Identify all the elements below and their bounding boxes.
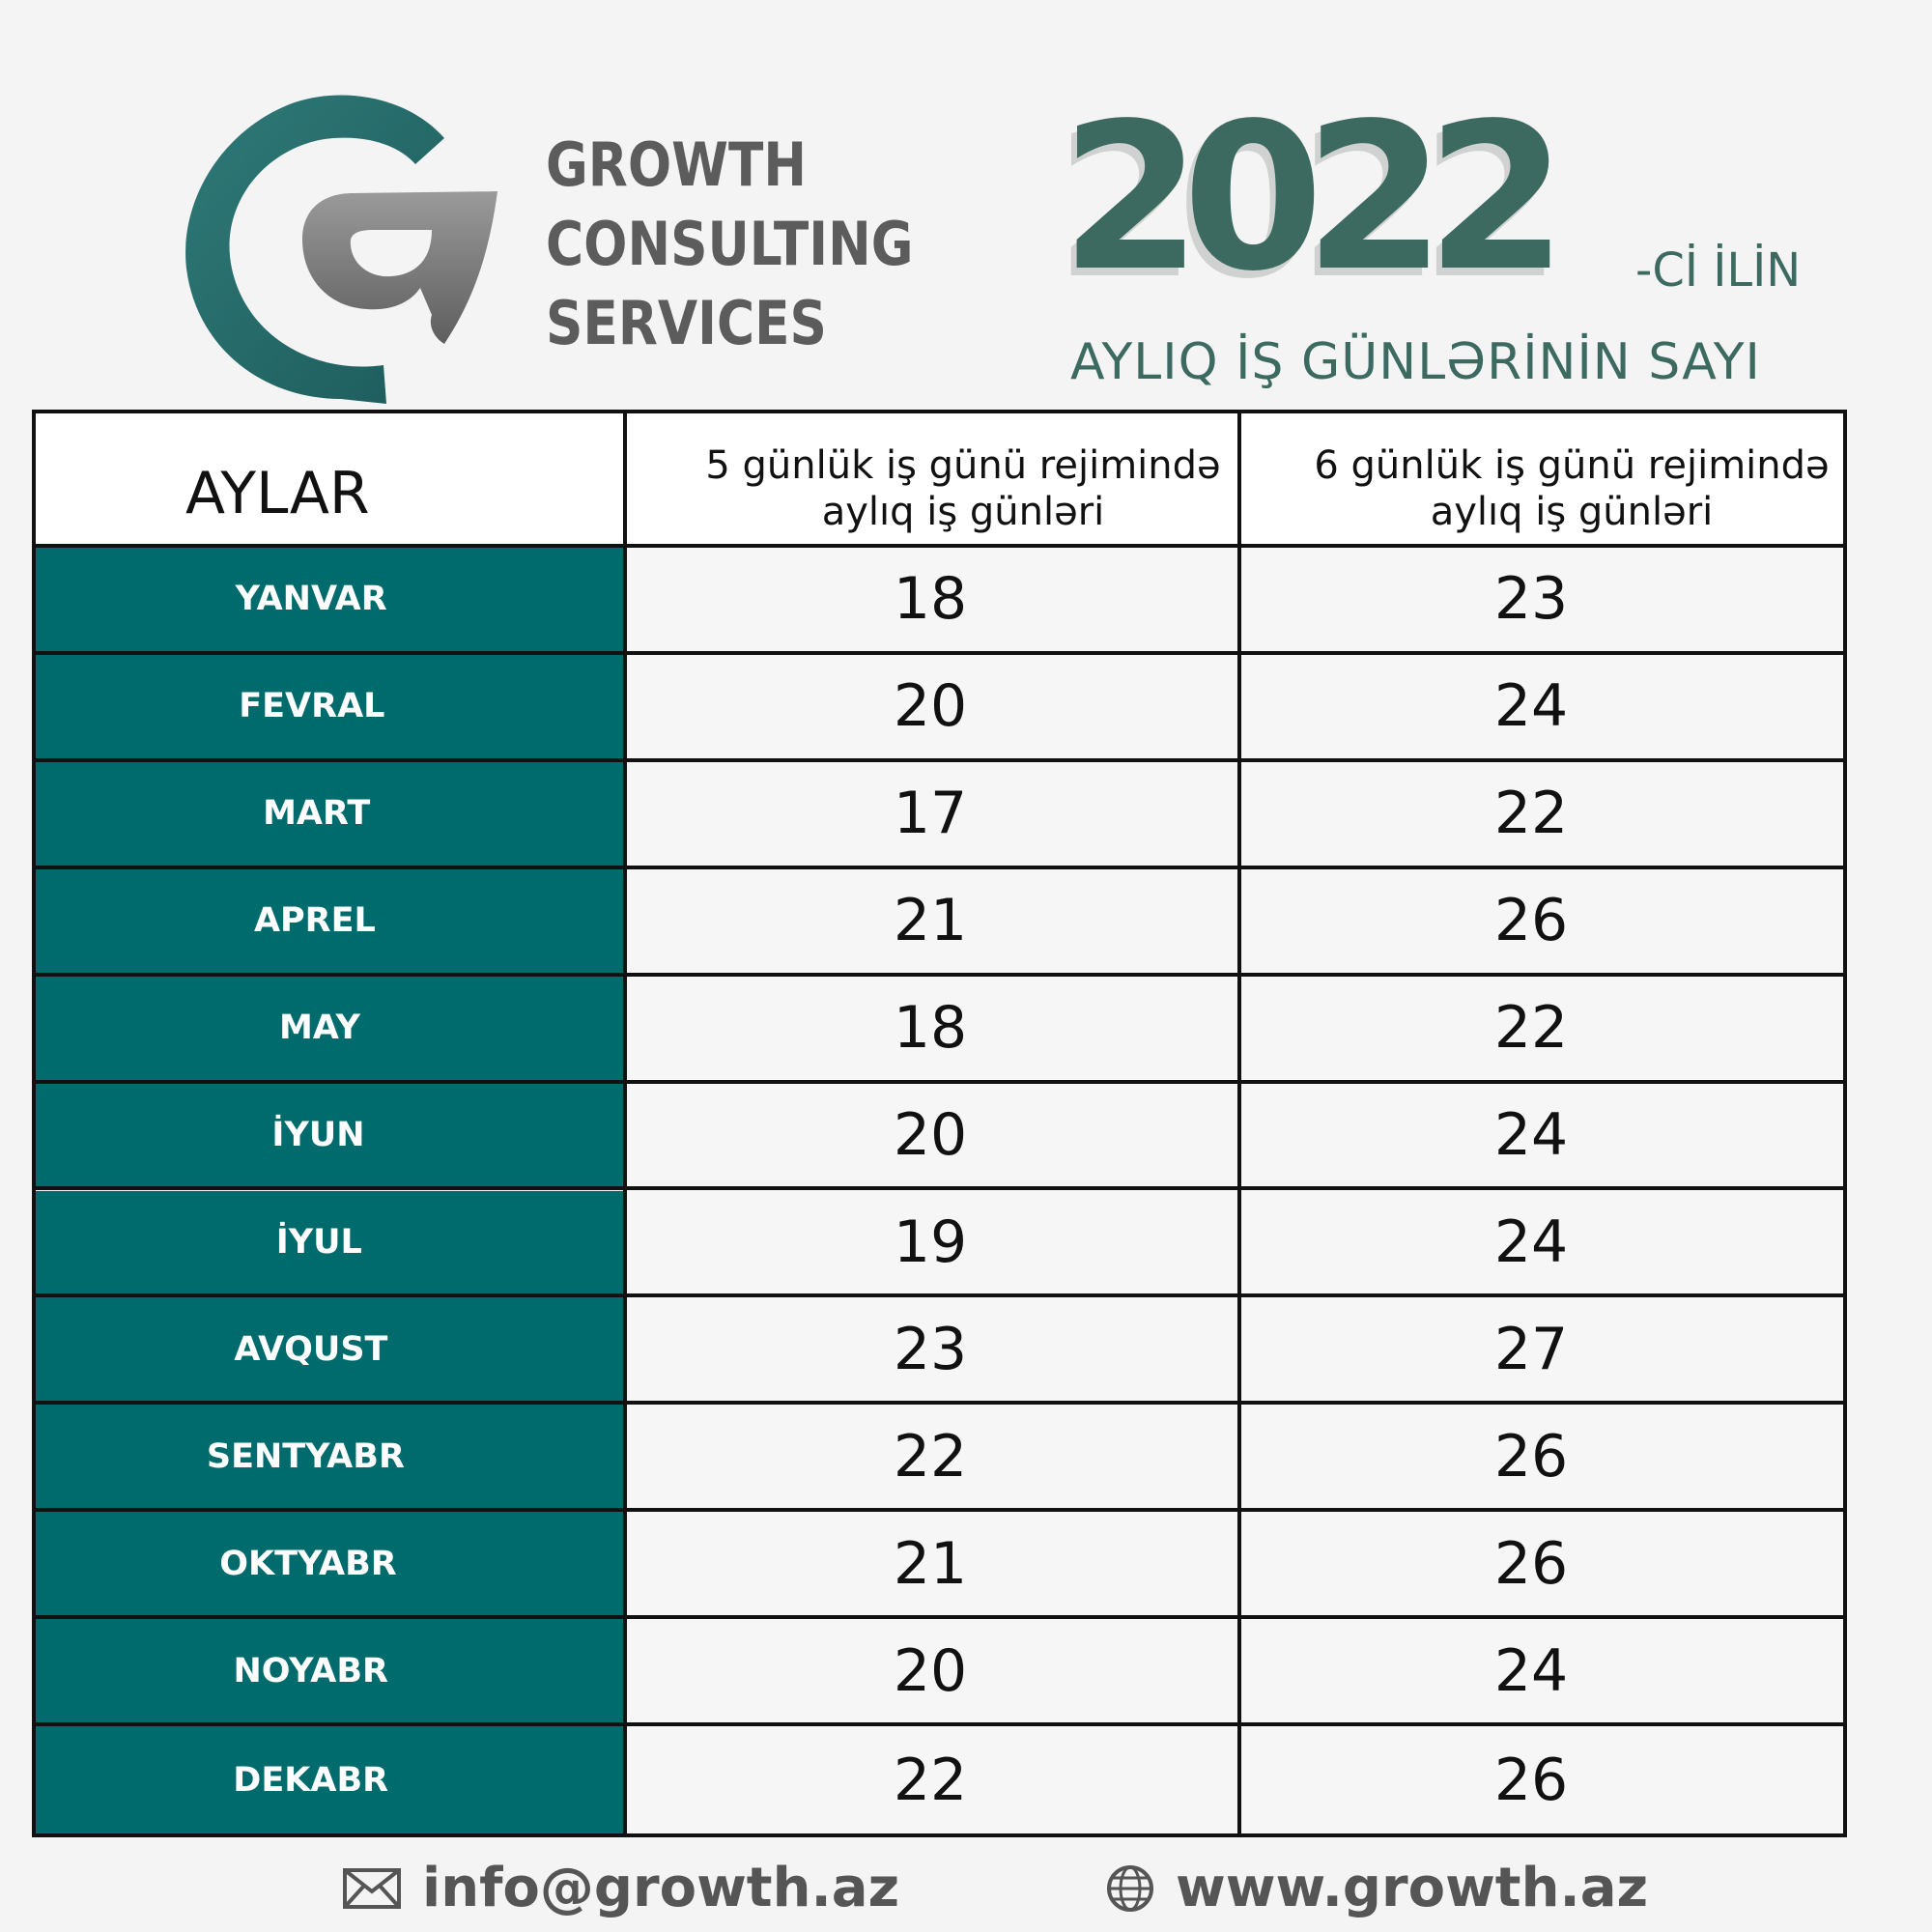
five-day-value: 18	[893, 565, 968, 634]
six-day-value: 24	[1493, 1101, 1569, 1170]
month-cell: OKTYABR	[36, 1512, 623, 1616]
month-cell: APREL	[36, 868, 623, 973]
five-day-value: 20	[893, 672, 968, 741]
six-day-value: 23	[1493, 565, 1569, 634]
month-label: DEKABR	[233, 1760, 389, 1800]
month-label: YANVAR	[235, 580, 387, 619]
six-day-value: 24	[1493, 672, 1569, 741]
globe-icon	[1107, 1864, 1153, 1912]
five-day-value: 19	[893, 1208, 968, 1276]
month-cell: NOYABR	[36, 1619, 623, 1723]
month-label: MART	[263, 794, 371, 834]
footer-email[interactable]: info@growth.az	[343, 1857, 899, 1919]
table-row: İYUL 19 24	[36, 1190, 1843, 1298]
month-cell: DEKABR	[36, 1726, 623, 1833]
month-cell: SENTYABR	[36, 1405, 623, 1509]
table-row: FEVRAL 20 24	[36, 654, 1843, 762]
growth-logo-icon	[185, 95, 497, 404]
table-row: MART 17 22	[36, 761, 1843, 869]
footer-website[interactable]: www.growth.az	[1106, 1857, 1648, 1919]
table-row: APREL 21 26	[36, 868, 1843, 977]
month-cell: MART	[36, 761, 623, 866]
page-subtitle: AYLIQ İŞ GÜNLƏRİNİN SAYI	[1070, 333, 1761, 391]
working-days-table: AYLAR 5 günlük iş günü rejimində aylıq i…	[32, 410, 1847, 1837]
month-cell: YANVAR	[36, 548, 623, 651]
header-five-day-line2: aylıq iş günləri	[821, 490, 1105, 534]
month-cell: FEVRAL	[36, 654, 623, 758]
table-row: OKTYABR 21 26	[36, 1512, 1843, 1620]
table-row: NOYABR 20 24	[36, 1619, 1843, 1727]
five-day-value: 18	[893, 994, 968, 1063]
header-six-day-line2: aylıq iş günləri	[1430, 490, 1714, 534]
month-cell: AVQUST	[36, 1297, 623, 1402]
five-day-value: 22	[893, 1746, 968, 1814]
table-row: SENTYABR 22 26	[36, 1405, 1843, 1513]
six-day-value: 24	[1493, 1208, 1569, 1276]
column-divider	[1237, 413, 1241, 1833]
year-shadow: 2022	[1055, 87, 1562, 324]
year-suffix: -Cİ İLİN	[1635, 243, 1802, 298]
five-day-value: 20	[893, 1636, 968, 1705]
column-divider	[623, 413, 627, 1833]
six-day-value: 26	[1493, 1746, 1569, 1814]
company-name: GROWTH CONSULTING SERVICES	[546, 126, 914, 363]
company-name-line1: GROWTH	[546, 129, 807, 200]
five-day-value: 23	[893, 1315, 968, 1383]
header-six-day-line1: 6 günlük iş günü rejimində	[1314, 443, 1830, 488]
year-title: 2022	[1061, 79, 1568, 316]
six-day-value: 26	[1493, 887, 1569, 955]
five-day-value: 20	[893, 1101, 968, 1170]
year-graphic: 2022 2022	[1055, 79, 1640, 322]
month-label: FEVRAL	[239, 687, 385, 726]
six-day-value: 26	[1493, 1529, 1569, 1598]
header-months: AYLAR	[185, 460, 370, 527]
month-cell: İYUN	[36, 1083, 623, 1187]
company-name-line3: SERVICES	[546, 288, 827, 358]
five-day-value: 17	[893, 780, 968, 848]
table-row: MAY 18 22	[36, 976, 1843, 1084]
month-label: NOYABR	[233, 1651, 388, 1690]
month-cell: İYUL	[36, 1190, 623, 1294]
six-day-value: 22	[1493, 994, 1569, 1063]
six-day-value: 24	[1493, 1636, 1569, 1705]
month-label: MAY	[278, 1009, 360, 1048]
header-five-day-line1: 5 günlük iş günü rejimində	[705, 443, 1221, 488]
month-label: SENTYABR	[206, 1436, 405, 1476]
website-text[interactable]: www.growth.az	[1176, 1857, 1649, 1919]
month-label: İYUL	[275, 1222, 362, 1262]
five-day-value: 21	[893, 1529, 968, 1598]
six-day-value: 26	[1493, 1422, 1569, 1491]
table-row: İYUN 20 24	[36, 1083, 1843, 1191]
six-day-value: 22	[1493, 780, 1569, 848]
email-text[interactable]: info@growth.az	[422, 1857, 900, 1919]
month-label: AVQUST	[234, 1329, 388, 1369]
month-label: İYUN	[271, 1116, 365, 1155]
company-name-line2: CONSULTING	[546, 209, 914, 279]
month-label: APREL	[253, 901, 376, 941]
month-label: OKTYABR	[219, 1544, 397, 1583]
table-row: YANVAR 18 23	[36, 548, 1843, 655]
month-cell: MAY	[36, 976, 623, 1080]
table-row: AVQUST 23 27	[36, 1297, 1843, 1406]
header-five-day: 5 günlük iş günü rejimində aylıq iş günl…	[659, 442, 1267, 535]
header-six-day: 6 günlük iş günü rejimində aylıq iş günl…	[1267, 442, 1876, 535]
table-header: AYLAR 5 günlük iş günü rejimində aylıq i…	[36, 413, 1843, 548]
table-row: DEKABR 22 26	[36, 1726, 1843, 1833]
mail-icon	[343, 1867, 401, 1909]
five-day-value: 21	[893, 887, 968, 955]
five-day-value: 22	[893, 1422, 968, 1491]
six-day-value: 27	[1493, 1315, 1569, 1383]
